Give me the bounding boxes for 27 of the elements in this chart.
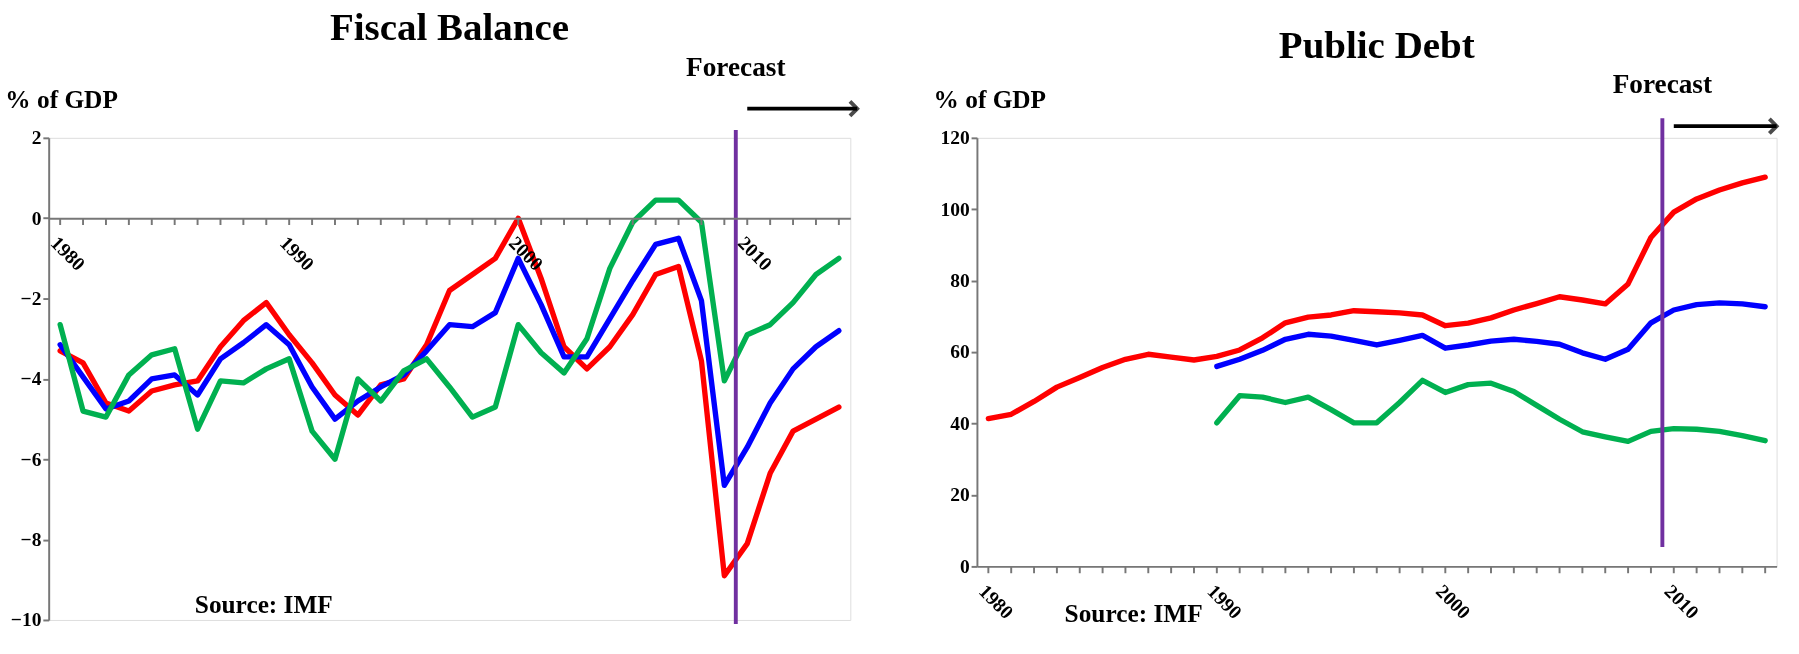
y-tick-label: 120: [940, 127, 970, 149]
y-axis-title: % of GDP: [933, 85, 1047, 114]
y-tick-label: 100: [940, 198, 970, 220]
y-axis-title: % of GDP: [5, 85, 118, 114]
ref-line-label: Forecast: [1612, 69, 1713, 100]
x-tick-label: 1980: [975, 580, 1018, 623]
ref-line-label: Forecast: [686, 51, 786, 82]
y-tick-label: 0: [31, 207, 42, 229]
chart-title: Fiscal Balance: [329, 5, 570, 49]
y-tick-label: 40: [950, 412, 970, 434]
x-tick-label: 2010: [1660, 580, 1703, 623]
y-tick-label: −4: [20, 368, 42, 390]
chart-title: Public Debt: [1278, 22, 1475, 66]
x-tick-label: 1980: [46, 232, 90, 275]
y-tick-label: 2: [31, 127, 42, 149]
y-tick-label: 80: [950, 270, 970, 292]
x-tick-label: 1990: [1203, 580, 1246, 623]
y-tick-label: −10: [10, 609, 42, 631]
y-tick-label: −6: [20, 448, 42, 470]
y-tick-label: 20: [950, 484, 970, 506]
source-note: Source: IMF: [1064, 598, 1203, 627]
y-tick-label: −2: [20, 287, 42, 309]
y-tick-label: 60: [950, 341, 970, 363]
x-tick-label: 1990: [275, 232, 319, 275]
y-tick-label: 0: [959, 555, 970, 577]
annotation: Source: IMF: [194, 590, 333, 619]
y-tick-label: −8: [20, 528, 42, 550]
